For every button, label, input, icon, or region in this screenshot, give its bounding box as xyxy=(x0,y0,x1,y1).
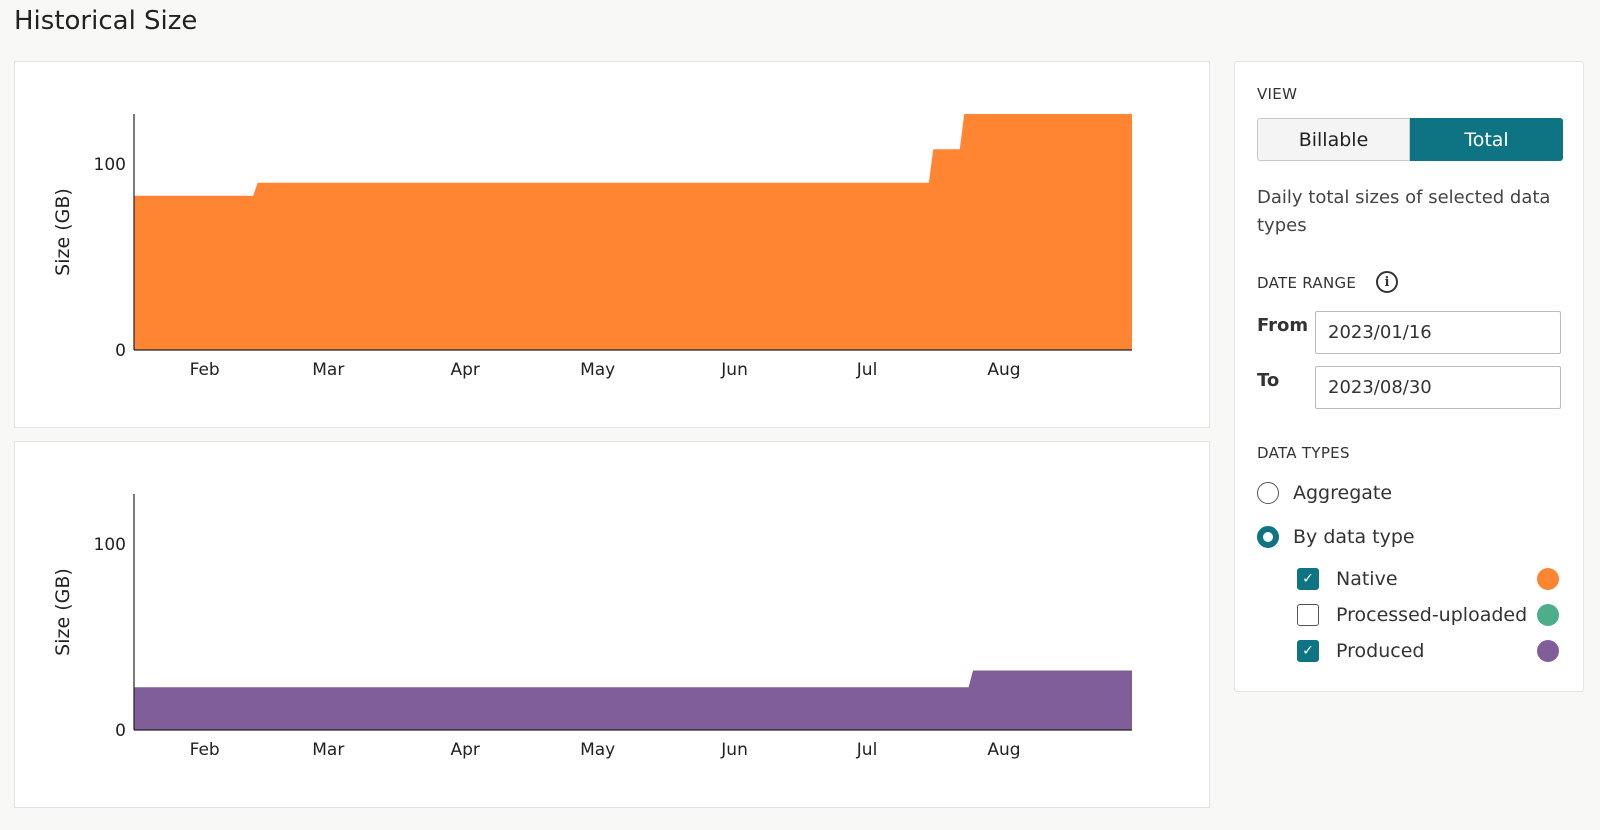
produced-color-dot xyxy=(1537,640,1559,662)
processed-uploaded-color-dot xyxy=(1537,604,1559,626)
by-type-radio-option[interactable]: By data type xyxy=(1257,526,1415,548)
options-panel: VIEW Billable Total Daily total sizes of… xyxy=(1234,61,1584,692)
y-tick-label: 0 xyxy=(115,721,126,741)
y-tick-label: 100 xyxy=(94,155,126,175)
x-tick-label: Mar xyxy=(312,360,344,380)
native-checkbox[interactable]: ✓ xyxy=(1297,568,1319,590)
aggregate-radio[interactable] xyxy=(1257,482,1279,504)
processed-uploaded-type-label: Processed-uploaded xyxy=(1336,604,1528,626)
page-title: Historical Size xyxy=(14,6,198,36)
to-label: To xyxy=(1257,370,1280,391)
y-axis-label: Size (GB) xyxy=(52,188,74,276)
produced-size-chart: 0 100 Feb Mar Apr May Jun Jul Aug Size (GB) xyxy=(52,494,1132,760)
by-type-label: By data type xyxy=(1293,526,1415,548)
produced-chart-panel: 0 100 Feb Mar Apr May Jun Jul Aug Size (GB) xyxy=(14,441,1210,808)
x-tick-label: Apr xyxy=(450,360,479,380)
from-date-input[interactable] xyxy=(1315,311,1561,354)
x-tick-label: Mar xyxy=(312,740,344,760)
produced-checkbox[interactable]: ✓ xyxy=(1297,640,1319,662)
view-section-label: VIEW xyxy=(1257,85,1298,103)
produced-type-label: Produced xyxy=(1336,640,1425,662)
processed-uploaded-checkbox[interactable] xyxy=(1297,604,1319,626)
from-label: From xyxy=(1257,315,1309,336)
data-types-section-label: DATA TYPES xyxy=(1257,444,1350,462)
x-tick-label: May xyxy=(580,360,615,380)
y-tick-label: 100 xyxy=(94,535,126,555)
native-type-label: Native xyxy=(1336,568,1398,590)
produced-type-row[interactable]: ✓ Produced xyxy=(1297,640,1559,662)
to-date-input[interactable] xyxy=(1315,366,1561,409)
x-tick-label: Aug xyxy=(987,740,1020,760)
aggregate-radio-option[interactable]: Aggregate xyxy=(1257,482,1392,504)
area-series-0 xyxy=(134,670,1132,730)
view-toggle: Billable Total xyxy=(1257,118,1563,161)
aggregate-label: Aggregate xyxy=(1293,482,1393,504)
area-series-0 xyxy=(134,114,1132,350)
info-icon[interactable]: i xyxy=(1376,271,1398,293)
date-range-section-label: DATE RANGE xyxy=(1257,274,1357,292)
x-tick-label: Jul xyxy=(856,360,878,380)
view-description: Daily total sizes of selected data types xyxy=(1257,187,1551,236)
x-tick-label: Jun xyxy=(720,360,748,380)
x-tick-label: May xyxy=(580,740,615,760)
y-tick-label: 0 xyxy=(115,341,126,361)
x-tick-label: Jun xyxy=(720,740,748,760)
processed-uploaded-type-row[interactable]: Processed-uploaded xyxy=(1297,604,1559,626)
x-tick-label: Feb xyxy=(190,740,220,760)
native-chart-panel: 0 100 Feb Mar Apr May Jun Jul Aug Size (GB) xyxy=(14,61,1210,428)
total-button[interactable]: Total xyxy=(1410,118,1563,161)
by-type-radio[interactable] xyxy=(1257,526,1279,548)
native-size-chart: 0 100 Feb Mar Apr May Jun Jul Aug Size (GB) xyxy=(52,114,1132,380)
x-tick-label: Aug xyxy=(987,360,1020,380)
native-color-dot xyxy=(1537,568,1559,590)
billable-button[interactable]: Billable xyxy=(1257,118,1410,161)
x-tick-label: Feb xyxy=(190,360,220,380)
y-axis-label: Size (GB) xyxy=(52,568,74,656)
x-tick-label: Jul xyxy=(856,740,878,760)
native-type-row[interactable]: ✓ Native xyxy=(1297,568,1559,590)
x-tick-label: Apr xyxy=(450,740,479,760)
